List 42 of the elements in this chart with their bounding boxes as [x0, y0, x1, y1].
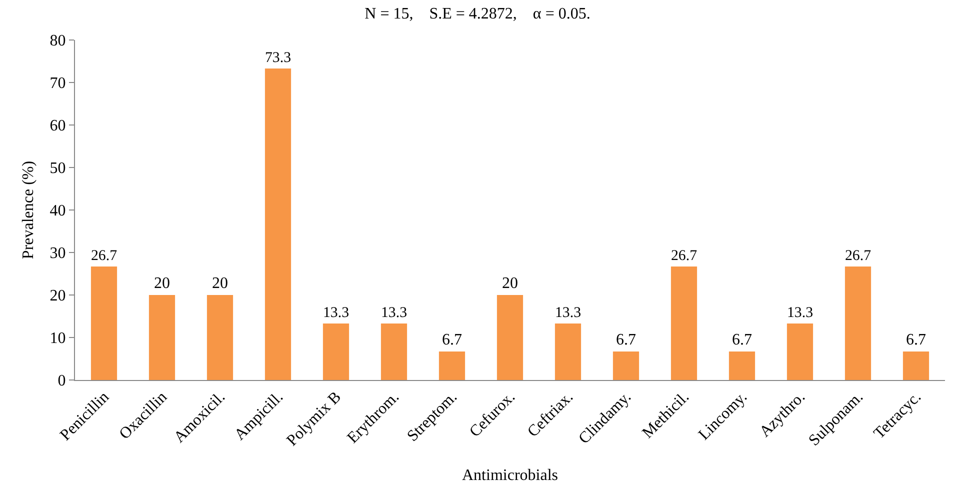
bar — [90, 266, 118, 380]
bar — [380, 323, 408, 380]
bar — [496, 295, 524, 380]
chart-title: N = 15, S.E = 4.2872, α = 0.05. — [364, 6, 590, 23]
bar — [844, 266, 872, 380]
data-label: 13.3 — [786, 304, 814, 321]
data-label: 13.3 — [380, 304, 408, 321]
data-label: 6.7 — [442, 332, 462, 349]
y-axis-title: Prevalence (%) — [20, 160, 37, 260]
data-label: 20 — [212, 275, 228, 292]
data-label: 20 — [502, 275, 518, 292]
bar — [148, 295, 176, 380]
data-label: 6.7 — [906, 332, 926, 349]
y-tick-label: 40 — [50, 202, 66, 220]
x-axis-title: Antimicrobials — [462, 467, 558, 484]
bar — [728, 352, 756, 380]
y-tick-label: 80 — [50, 32, 66, 50]
data-label: 26.7 — [844, 248, 872, 264]
bar — [554, 323, 582, 380]
data-label: 13.3 — [554, 304, 582, 321]
y-tick-label: 10 — [50, 330, 66, 348]
bar — [786, 323, 814, 380]
bar — [612, 352, 640, 380]
data-label: 73.3 — [264, 50, 292, 66]
y-tick-label: 60 — [50, 118, 66, 135]
bar — [670, 266, 698, 380]
y-tick-label: 0 — [58, 372, 66, 390]
data-label: 6.7 — [732, 332, 752, 349]
y-tick-label: 50 — [50, 160, 66, 178]
y-tick-label: 30 — [50, 245, 66, 262]
data-label: 6.7 — [616, 332, 636, 349]
data-label: 26.7 — [670, 248, 698, 264]
data-label: 13.3 — [322, 304, 350, 321]
data-label: 20 — [154, 275, 170, 292]
data-label: 26.7 — [90, 248, 118, 264]
bar — [264, 68, 292, 380]
bar — [322, 323, 350, 380]
y-tick-label: 70 — [50, 75, 66, 92]
bar — [902, 352, 930, 380]
bar — [438, 352, 466, 380]
bar — [206, 295, 234, 380]
y-tick-label: 20 — [50, 288, 66, 305]
